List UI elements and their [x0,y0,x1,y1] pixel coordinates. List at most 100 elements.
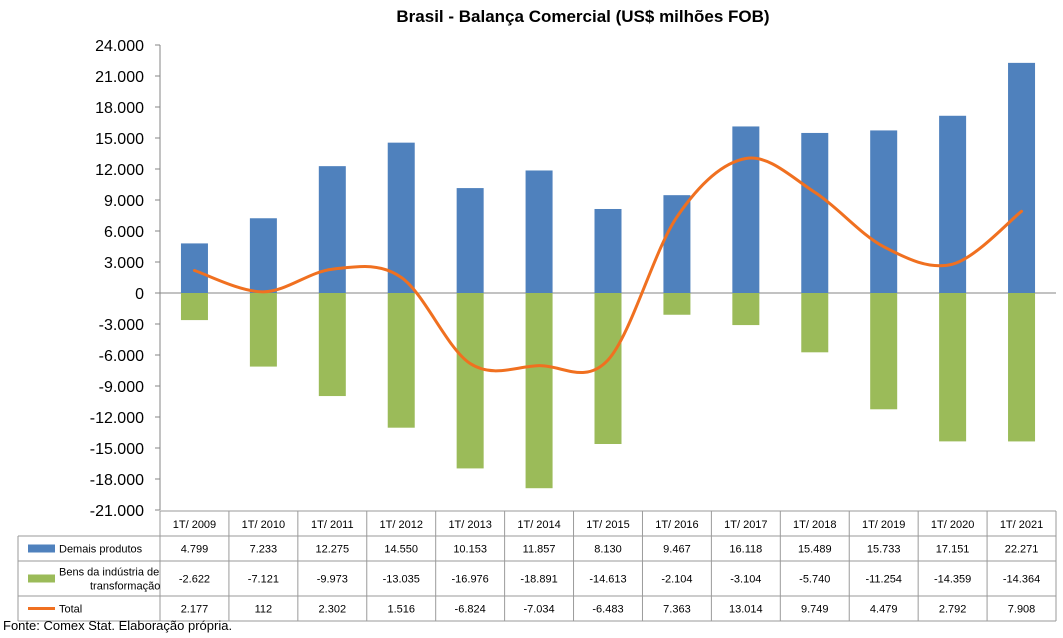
data-value-label: 8.130 [594,544,622,556]
bar-bens-industria [801,293,829,353]
bar-demais-produtos [318,166,346,293]
data-value-label: 16.118 [729,544,762,556]
bar-demais-produtos [387,142,415,293]
data-value-label: 9.749 [801,604,829,616]
x-category-label: 1T/ 2009 [173,519,216,531]
bar-demais-produtos [1008,62,1036,293]
y-tick-label: 24.000 [95,38,144,55]
data-value-label: -3.104 [730,574,761,586]
bar-demais-produtos [801,132,829,293]
data-value-label: -2.622 [179,574,210,586]
data-value-label: -18.891 [520,574,557,586]
data-value-label: 10.153 [453,544,487,556]
y-tick-label: 0 [135,286,144,303]
data-value-label: 2.302 [319,604,347,616]
data-table: 1T/ 2009 1T/ 2010 1T/ 2011 1T/ 2012 1T/ 2013… [17,510,1057,622]
x-category-label: 1T/ 2012 [380,519,423,531]
y-tick-label: -3.000 [99,317,144,334]
data-value-label: -14.364 [1003,574,1040,586]
bar-demais-produtos [594,208,622,293]
data-value-label: -6.483 [592,604,623,616]
data-value-label: 13.014 [729,604,763,616]
x-category-label: 1T/ 2017 [724,519,767,531]
data-value-label: 4.479 [870,604,898,616]
bars [180,62,1036,489]
y-tick-label: -9.000 [99,379,144,396]
data-value-label: -9.973 [317,574,348,586]
data-value-label: 15.489 [798,544,832,556]
y-tick-label: -15.000 [90,441,144,458]
y-tick-label: 12.000 [95,162,144,179]
bar-demais-produtos [732,126,760,294]
legend-key [28,544,55,553]
data-value-label: -2.104 [661,574,692,586]
y-tick-label: 6.000 [104,224,144,241]
x-category-label: 1T/ 2020 [931,519,974,531]
bar-bens-industria [663,293,691,315]
data-value-label: 7.908 [1008,604,1036,616]
legend-label: transformação [90,581,160,593]
data-value-label: 112 [255,604,273,616]
chart-title: Brasil - Balança Comercial (US$ milhões … [396,7,769,26]
total-line-path [192,156,1024,375]
y-tick-label: 3.000 [104,255,144,272]
data-value-label: 9.467 [663,544,691,556]
legend-key [28,574,55,583]
data-value-label: 1.516 [387,604,415,616]
y-tick-label: -12.000 [90,410,144,427]
data-value-label: -7.034 [523,604,554,616]
data-value-label: -7.121 [248,574,279,586]
data-value-label: -14.359 [934,574,971,586]
data-value-label: -6.824 [455,604,486,616]
data-value-label: 2.792 [939,604,967,616]
bar-bens-industria [387,293,415,428]
data-value-label: -5.740 [799,574,830,586]
source-note: Fonte: Comex Stat. Elaboração própria. [3,618,233,633]
data-value-label: 7.233 [250,544,278,556]
bar-demais-produtos [870,130,898,293]
data-value-label: 7.363 [663,604,691,616]
data-value-label: 4.799 [181,544,209,556]
data-value-label: -14.613 [589,574,626,586]
x-category-label: 1T/ 2011 [311,519,354,531]
legend-label: Total [59,604,82,616]
data-value-label: 14.550 [384,544,418,556]
data-value-label: 22.271 [1005,544,1039,556]
data-value-label: -16.976 [451,574,488,586]
bar-bens-industria [456,293,484,469]
y-tick-label: 21.000 [95,69,144,86]
data-value-label: 12.275 [315,544,349,556]
bar-bens-industria [525,293,553,489]
x-category-label: 1T/ 2018 [793,519,836,531]
x-category-label: 1T/ 2014 [517,519,560,531]
data-value-label: 15.733 [867,544,901,556]
bar-bens-industria [939,293,967,442]
bar-bens-industria [249,293,277,367]
x-category-label: 1T/ 2016 [655,519,698,531]
data-value-label: 11.857 [523,544,556,556]
data-value-label: -11.254 [865,574,902,586]
bar-demais-produtos [180,243,208,293]
x-category-label: 1T/ 2021 [1000,519,1043,531]
data-value-label: 17.151 [936,544,970,556]
bar-bens-industria [732,293,760,326]
bar-bens-industria [1008,293,1036,442]
y-tick-label: 9.000 [104,193,144,210]
bar-demais-produtos [663,195,691,293]
legend-label: Demais produtos [59,544,143,556]
legend-label: Bens da indústria de [59,567,159,579]
y-tick-label: 15.000 [95,131,144,148]
y-tick-label: 18.000 [95,100,144,117]
bar-bens-industria [318,293,346,397]
y-tick-label: -21.000 [90,503,144,520]
y-tick-label: -6.000 [99,348,144,365]
total-line [192,156,1024,375]
bar-demais-produtos [456,188,484,293]
x-category-label: 1T/ 2019 [862,519,905,531]
x-category-label: 1T/ 2015 [586,519,629,531]
bar-bens-industria [870,293,898,410]
y-axis: 24.000 21.000 18.000 15.000 12.000 9.000 6.000… [90,38,1056,520]
bar-bens-industria [180,293,208,321]
y-tick-label: -18.000 [90,472,144,489]
